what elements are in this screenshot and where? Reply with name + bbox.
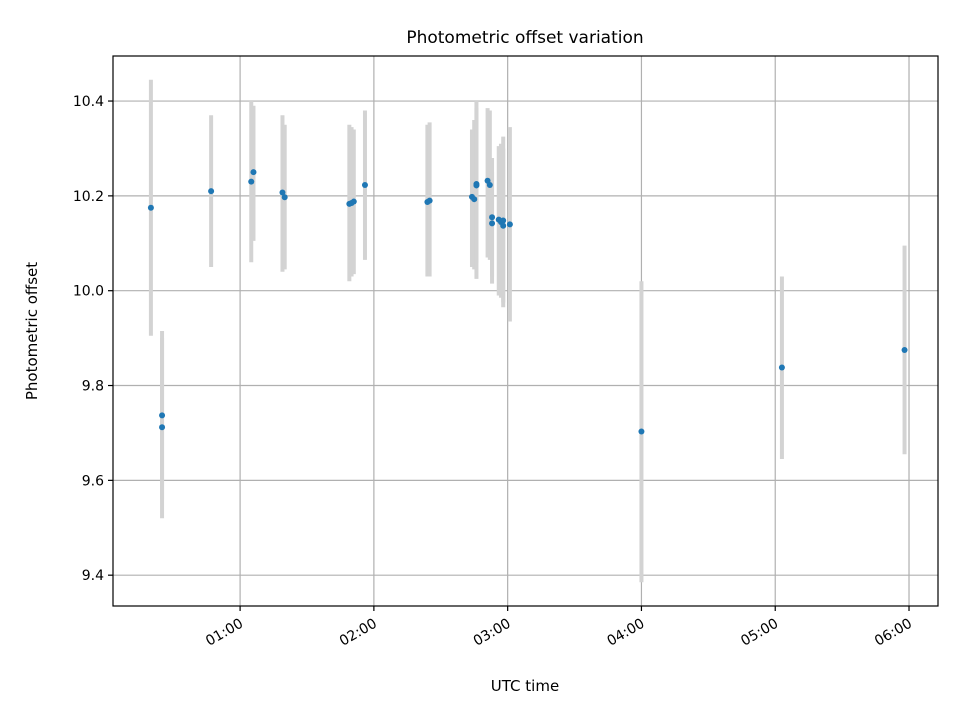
data-point: [500, 217, 507, 224]
data-point: [486, 181, 493, 188]
data-point: [426, 197, 433, 204]
data-point: [506, 221, 513, 228]
y-tick-label: 9.4: [82, 568, 104, 584]
y-tick-label: 10.2: [73, 189, 104, 205]
chart-title: Photometric offset variation: [406, 28, 643, 48]
y-tick-label: 10.0: [73, 284, 104, 300]
data-point: [250, 169, 257, 176]
data-point: [778, 364, 785, 371]
data-point: [350, 198, 357, 205]
data-point: [281, 194, 288, 201]
data-point: [361, 181, 368, 188]
y-tick-label: 10.4: [73, 94, 104, 110]
data-point: [489, 220, 496, 227]
data-point: [159, 424, 166, 431]
data-point: [248, 178, 255, 185]
data-point: [279, 189, 286, 196]
y-axis-ticks: 9.4 9.6 9.8 10.0 10.2 10.4: [73, 94, 113, 584]
data-point: [901, 346, 908, 353]
y-axis-label: Photometric offset: [23, 262, 41, 400]
x-axis-label: UTC time: [491, 677, 559, 695]
data-point: [159, 412, 166, 419]
plot-frame: [112, 55, 939, 607]
y-tick-label: 9.8: [82, 379, 104, 395]
data-point: [471, 196, 478, 203]
data-point: [147, 204, 154, 211]
y-tick-label: 9.6: [82, 473, 104, 489]
data-point: [500, 222, 507, 229]
data-points: [147, 169, 908, 435]
data-point: [208, 188, 215, 195]
data-point: [638, 428, 645, 435]
data-point: [489, 214, 496, 221]
x-axis-ticks: 01:00 02:00 03:00 04:00 05:00 06:00: [203, 606, 915, 650]
data-point: [473, 182, 480, 189]
